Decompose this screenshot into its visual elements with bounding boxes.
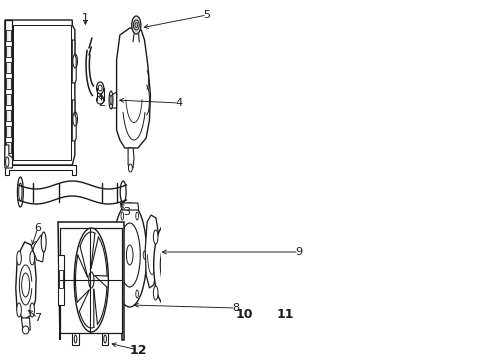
Circle shape: [17, 251, 22, 265]
Bar: [6, 142, 11, 153]
Circle shape: [177, 286, 182, 300]
Ellipse shape: [97, 96, 104, 104]
Polygon shape: [117, 28, 150, 148]
Circle shape: [30, 303, 34, 317]
Ellipse shape: [23, 326, 29, 334]
Polygon shape: [22, 318, 30, 330]
Polygon shape: [128, 148, 134, 168]
Text: 1: 1: [82, 13, 89, 23]
Bar: [6, 46, 11, 57]
Polygon shape: [112, 92, 117, 108]
Polygon shape: [72, 40, 76, 83]
Polygon shape: [58, 222, 124, 340]
Text: 3: 3: [123, 207, 130, 217]
Polygon shape: [110, 222, 113, 288]
Text: 11: 11: [276, 309, 294, 321]
Bar: [59, 270, 63, 288]
Polygon shape: [58, 255, 64, 305]
Circle shape: [113, 203, 147, 307]
Ellipse shape: [41, 232, 46, 252]
Polygon shape: [164, 305, 171, 318]
Ellipse shape: [18, 177, 24, 207]
Circle shape: [153, 230, 158, 244]
Polygon shape: [72, 333, 79, 345]
Text: 6: 6: [34, 223, 41, 233]
Bar: [6, 126, 11, 137]
Polygon shape: [5, 20, 12, 165]
Circle shape: [17, 303, 22, 317]
Polygon shape: [145, 215, 159, 288]
Polygon shape: [122, 203, 139, 210]
Circle shape: [30, 251, 34, 265]
Polygon shape: [72, 100, 76, 141]
Circle shape: [74, 228, 108, 332]
Ellipse shape: [128, 164, 132, 172]
Polygon shape: [60, 228, 122, 333]
Text: 9: 9: [295, 247, 302, 257]
Ellipse shape: [109, 91, 113, 109]
Circle shape: [197, 300, 201, 310]
Bar: [6, 30, 11, 41]
Polygon shape: [16, 242, 36, 320]
Bar: [6, 94, 11, 105]
Polygon shape: [5, 20, 75, 165]
Ellipse shape: [132, 16, 141, 34]
Bar: [13, 25, 71, 160]
Text: 8: 8: [232, 303, 240, 313]
Bar: [6, 78, 11, 89]
Circle shape: [177, 230, 182, 244]
Ellipse shape: [133, 20, 139, 30]
Text: 2: 2: [98, 98, 105, 108]
Circle shape: [153, 286, 158, 300]
Polygon shape: [102, 333, 108, 345]
Circle shape: [186, 235, 190, 245]
Ellipse shape: [97, 82, 104, 94]
Text: 10: 10: [236, 309, 253, 321]
Ellipse shape: [120, 181, 126, 203]
Text: 4: 4: [175, 98, 182, 108]
Polygon shape: [5, 165, 75, 175]
Circle shape: [197, 235, 201, 245]
Bar: [6, 110, 11, 121]
Polygon shape: [33, 235, 44, 262]
Text: 12: 12: [129, 343, 147, 356]
Circle shape: [154, 223, 181, 307]
Polygon shape: [5, 145, 12, 168]
Text: 7: 7: [34, 313, 41, 323]
Polygon shape: [183, 222, 203, 320]
Bar: [6, 62, 11, 73]
Text: 5: 5: [203, 10, 210, 20]
Circle shape: [186, 300, 190, 310]
